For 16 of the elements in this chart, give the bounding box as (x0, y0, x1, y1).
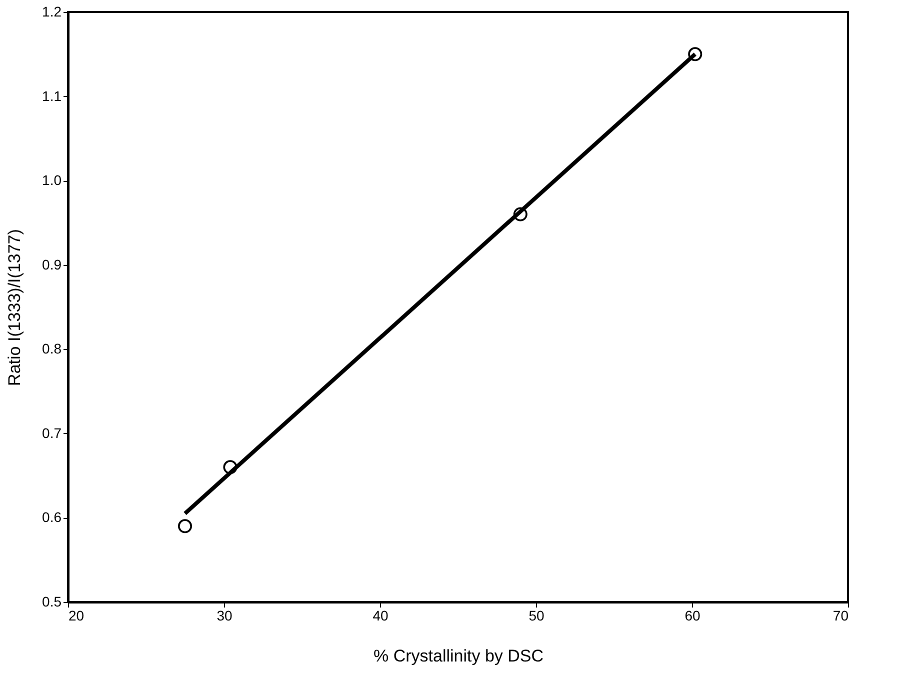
x-tick-label: 50 (528, 608, 544, 624)
x-tick-label: 40 (372, 608, 388, 624)
y-axis-title: Ratio I(1333)/I(1377) (5, 229, 24, 386)
y-tick-label: 1.2 (42, 4, 62, 20)
x-tick-label: 70 (832, 608, 849, 624)
x-tick-label: 30 (216, 608, 232, 624)
y-tick-label: 1.1 (42, 88, 62, 104)
x-tick-label: 60 (684, 608, 700, 624)
y-tick-label: 0.5 (42, 594, 62, 610)
y-tick-label: 1.0 (42, 172, 62, 188)
x-tick-label: 20 (68, 608, 84, 624)
y-tick-label: 0.9 (42, 256, 62, 272)
y-tick-label: 0.7 (42, 424, 62, 441)
y-tick-label: 0.6 (42, 509, 62, 526)
x-axis-title: % Crystallinity by DSC (373, 646, 544, 666)
y-tick-label: 0.8 (42, 340, 62, 357)
